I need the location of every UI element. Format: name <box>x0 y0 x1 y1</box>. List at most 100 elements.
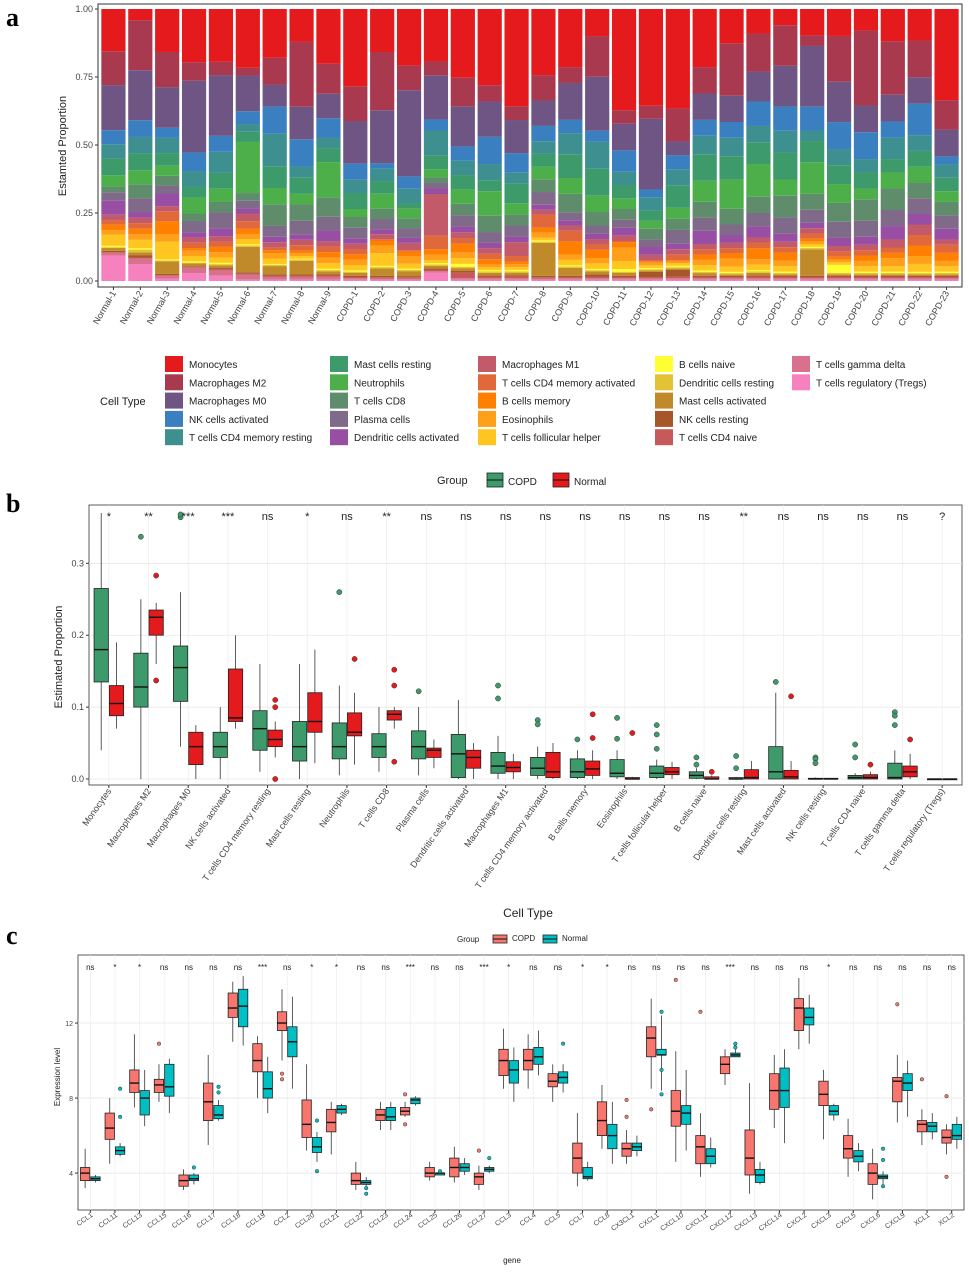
panel-a-legend-title: Cell Type <box>100 396 146 408</box>
stacked-bar-segment <box>800 249 825 276</box>
stacked-bar-segment <box>531 242 556 276</box>
stacked-bar-segment <box>450 215 475 227</box>
legend-swatch <box>330 429 348 446</box>
stacked-bar-segment <box>128 170 153 185</box>
stacked-bar-segment <box>343 179 368 193</box>
x-tick-label: CXCL12 <box>709 1212 735 1233</box>
outlier-point <box>437 1169 443 1174</box>
stacked-bar-segment <box>773 195 798 218</box>
stacked-bar-segment <box>477 191 502 216</box>
significance-label: *** <box>406 963 415 972</box>
stacked-bar-segment <box>880 94 905 122</box>
stacked-bar-segment <box>477 272 502 276</box>
outlier-point <box>561 1041 566 1046</box>
x-tick-label: CCL21 <box>319 1212 341 1230</box>
stacked-bar-segment <box>343 227 368 239</box>
panel-b-letter: b <box>6 489 20 518</box>
stacked-bar-segment <box>477 85 502 102</box>
stacked-bar-segment <box>477 9 502 86</box>
stacked-bar-segment <box>208 265 234 269</box>
stacked-bar-segment <box>208 262 234 265</box>
legend-label: Mast cells resting <box>354 360 431 371</box>
stacked-bar-segment <box>692 249 717 255</box>
x-tick-label: COPD-19 <box>816 289 844 328</box>
stacked-bar-segment <box>155 185 180 194</box>
stacked-bar-segment <box>585 268 610 271</box>
stacked-bar-segment <box>128 212 153 218</box>
stacked-bar-segment <box>262 274 287 276</box>
stacked-bar-segment <box>128 234 153 240</box>
stacked-bar-segment <box>423 130 449 156</box>
stacked-bar-segment <box>504 264 529 268</box>
legend-label: T cells CD8 <box>354 397 406 408</box>
stacked-bar-segment <box>343 271 368 273</box>
outlier-point <box>880 1146 886 1151</box>
outlier-point <box>403 1092 408 1097</box>
x-tick-label: Normal-4 <box>172 289 199 326</box>
box <box>371 733 387 758</box>
stacked-bar-segment <box>396 276 422 278</box>
stacked-bar-segment <box>450 278 475 280</box>
x-tick-label: CXCL3 <box>810 1212 833 1231</box>
stacked-bar-segment <box>853 105 879 133</box>
stacked-bar-segment <box>665 254 690 261</box>
stacked-bar-segment <box>746 237 771 243</box>
x-tick-label: CCL7 <box>568 1212 587 1228</box>
stacked-bar-segment <box>262 204 287 226</box>
stacked-bar-segment <box>826 81 852 123</box>
stacked-bar-segment <box>289 256 314 259</box>
stacked-bar-segment <box>800 228 825 234</box>
stacked-bar-segment <box>423 194 449 236</box>
stacked-bar-segment <box>504 279 529 281</box>
stacked-bar-segment <box>235 274 260 280</box>
box <box>129 1069 140 1093</box>
outlier-point <box>403 1122 408 1127</box>
stacked-bar-segment <box>826 184 852 203</box>
stacked-bar-segment <box>316 197 341 217</box>
stacked-bar-segment <box>880 278 905 280</box>
stacked-bar-segment <box>880 266 905 272</box>
stacked-bar-segment <box>665 155 690 170</box>
stacked-bar-segment <box>128 136 153 154</box>
stacked-bar-segment <box>181 171 207 187</box>
x-tick-label: CCL13 <box>122 1212 144 1230</box>
stacked-bar-segment <box>638 210 664 221</box>
stacked-bar-segment <box>235 233 260 240</box>
outlier-point <box>891 722 898 728</box>
stacked-bar-segment <box>531 179 556 193</box>
stacked-bar-segment <box>692 93 717 120</box>
stacked-bar-segment <box>343 9 368 87</box>
outlier-point <box>153 572 160 579</box>
stacked-bar-segment <box>773 275 798 277</box>
stacked-bar-segment <box>773 276 798 279</box>
stacked-bar-segment <box>692 230 717 245</box>
stacked-bar-segment <box>665 141 690 156</box>
stacked-bar-segment <box>585 130 610 142</box>
stacked-bar-segment <box>208 135 234 152</box>
x-tick-label: COPD-8 <box>523 289 549 323</box>
stacked-bar-segment <box>450 263 475 267</box>
stacked-bar-segment <box>181 152 207 172</box>
stacked-bar-segment <box>450 232 475 239</box>
stacked-bar-segment <box>155 153 180 166</box>
stacked-bar-segment <box>181 232 207 238</box>
stacked-bar-segment <box>800 238 825 242</box>
y-tick-label: 0.2 <box>71 630 84 640</box>
significance-label: ns <box>540 511 552 523</box>
stacked-bar-segment <box>531 237 556 241</box>
stacked-bar-segment <box>558 254 583 260</box>
stacked-bar-segment <box>746 196 771 213</box>
stacked-bar-segment <box>128 153 153 171</box>
legend-label: Eosinophils <box>502 415 553 426</box>
outlier-point <box>867 761 874 768</box>
stacked-bar-segment <box>934 271 959 273</box>
panel-c-plot-border <box>77 954 965 1211</box>
box <box>754 1168 766 1183</box>
stacked-bar-segment <box>155 9 180 52</box>
outlier-point <box>788 693 794 700</box>
stacked-bar-segment <box>531 278 556 280</box>
stacked-bar-segment <box>181 80 207 153</box>
stacked-bar-segment <box>611 269 637 272</box>
stacked-bar-segment <box>531 277 556 279</box>
stacked-bar-segment <box>101 192 126 201</box>
